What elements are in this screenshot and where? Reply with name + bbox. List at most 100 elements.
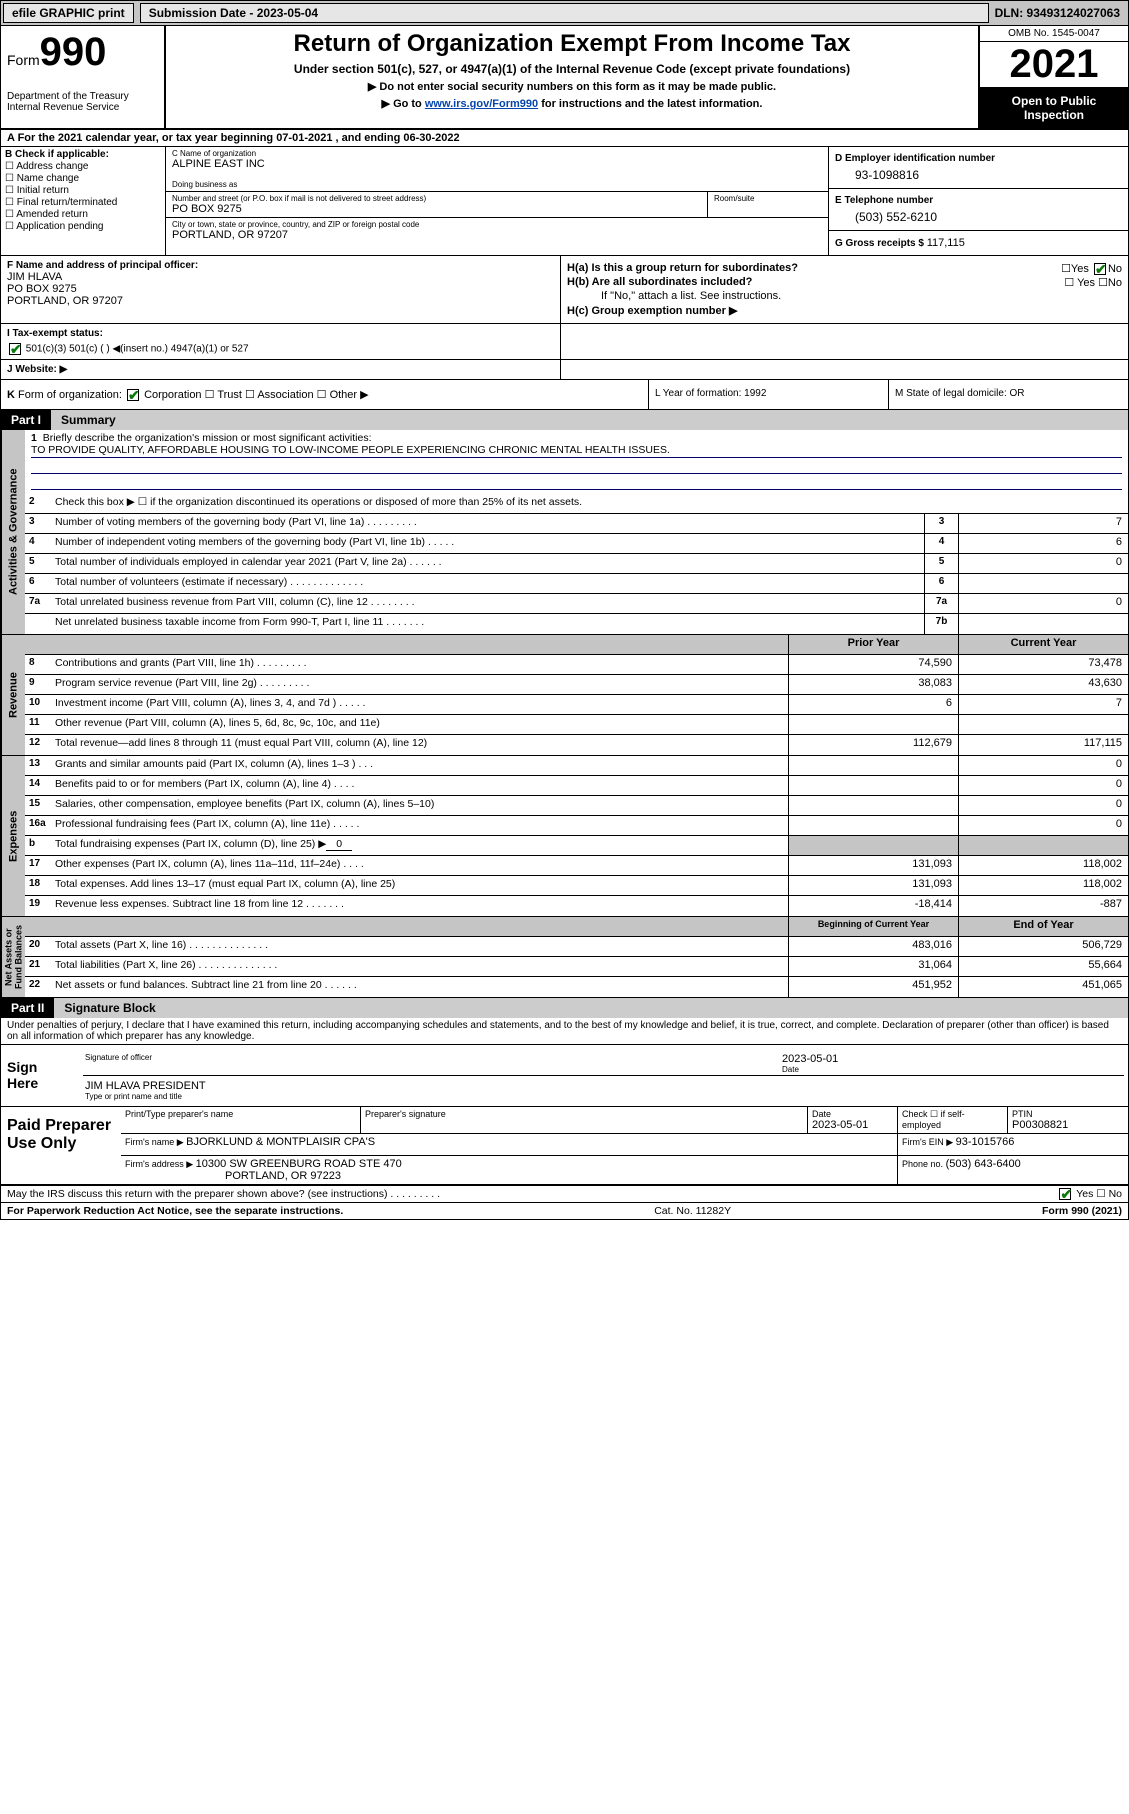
link-post: for instructions and the latest informat…: [538, 98, 762, 110]
line3: Number of voting members of the governin…: [51, 514, 924, 533]
form-num: 990: [40, 30, 107, 74]
col-b-checkboxes: B Check if applicable: ☐ Address change …: [1, 147, 166, 255]
line19: Revenue less expenses. Subtract line 18 …: [51, 896, 788, 916]
tel-label: E Telephone number: [835, 195, 1122, 206]
line1-label: Briefly describe the organization's miss…: [43, 432, 372, 444]
efile-print-button[interactable]: efile GRAPHIC print: [3, 3, 134, 23]
irs-discuss-answer: Yes ☐ No: [1057, 1188, 1122, 1200]
sig-name-label: Type or print name and title: [85, 1092, 1122, 1101]
mission-text: TO PROVIDE QUALITY, AFFORDABLE HOUSING T…: [31, 444, 1122, 458]
h-a: H(a) Is this a group return for subordin…: [567, 262, 1122, 274]
prep-h3: Date: [812, 1109, 831, 1119]
line5-value: 0: [958, 554, 1128, 573]
line9: Program service revenue (Part VIII, line…: [51, 675, 788, 694]
sig-date: 2023-05-01: [782, 1053, 1122, 1065]
line6-value: [958, 574, 1128, 593]
header-beginning: Beginning of Current Year: [788, 917, 958, 936]
officer-addr1: PO BOX 9275: [7, 283, 554, 295]
na-blank: [51, 917, 788, 936]
line3-value: 7: [958, 514, 1128, 533]
form-label: Form: [7, 52, 40, 68]
officer-name: JIM HLAVA: [7, 271, 554, 283]
sig-name: JIM HLAVA PRESIDENT: [85, 1080, 1122, 1092]
footer-right: Form 990 (2021): [1042, 1205, 1122, 1217]
line21: Total liabilities (Part X, line 26) . . …: [51, 957, 788, 976]
line16b-curr: [958, 836, 1128, 855]
prep-h1: Print/Type preparer's name: [121, 1107, 361, 1133]
form-subtitle: Under section 501(c), 527, or 4947(a)(1)…: [174, 62, 970, 76]
line16a: Professional fundraising fees (Part IX, …: [51, 816, 788, 835]
mission-blank: [31, 476, 1122, 490]
chk-label: Amended return: [16, 209, 88, 220]
line18-prior: 131,093: [788, 876, 958, 895]
ein-value: 93-1098816: [835, 168, 1122, 182]
line16b-prior: [788, 836, 958, 855]
line13: Grants and similar amounts paid (Part IX…: [51, 756, 788, 775]
line16a-prior: [788, 816, 958, 835]
form-warning: ▶ Do not enter social security numbers o…: [174, 80, 970, 93]
prep-ptin: P00308821: [1012, 1119, 1068, 1131]
line21-curr: 55,664: [958, 957, 1128, 976]
line22: Net assets or fund balances. Subtract li…: [51, 977, 788, 997]
chk-application-pending[interactable]: ☐ Application pending: [5, 221, 161, 232]
line11-prior: [788, 715, 958, 734]
header-prior: Prior Year: [788, 635, 958, 654]
part1-title: Summary: [51, 410, 1128, 430]
prep-h5: PTIN: [1012, 1109, 1033, 1119]
officer-label: F Name and address of principal officer:: [7, 260, 554, 271]
website-row: J Website: ▶: [1, 360, 561, 379]
irs-link[interactable]: www.irs.gov/Form990: [425, 98, 538, 110]
line13-prior: [788, 756, 958, 775]
line10-prior: 6: [788, 695, 958, 714]
signature-declaration: Under penalties of perjury, I declare th…: [1, 1018, 1128, 1045]
line11-curr: [958, 715, 1128, 734]
line18: Total expenses. Add lines 13–17 (must eq…: [51, 876, 788, 895]
line2: Check this box ▶ ☐ if the organization d…: [51, 494, 1128, 513]
irs-yes-checkbox[interactable]: [1059, 1188, 1071, 1200]
sidetab-governance: Activities & Governance: [1, 430, 25, 634]
inspection-badge: Open to Public Inspection: [980, 88, 1128, 128]
line14: Benefits paid to or for members (Part IX…: [51, 776, 788, 795]
org-name: ALPINE EAST INC: [172, 158, 822, 170]
chk-name-change[interactable]: ☐ Name change: [5, 173, 161, 184]
form-link-line: ▶ Go to www.irs.gov/Form990 for instruct…: [174, 97, 970, 110]
chk-initial-return[interactable]: ☐ Initial return: [5, 185, 161, 196]
year-formation: L Year of formation: 1992: [648, 380, 888, 409]
sidetab-netassets: Net Assets or Fund Balances: [1, 917, 25, 997]
line22-prior: 451,952: [788, 977, 958, 997]
501c3-checkbox[interactable]: [9, 343, 21, 355]
tax-exempt-opts: 501(c)(3) 501(c) ( ) ◀(insert no.) 4947(…: [7, 343, 554, 355]
omb-number: OMB No. 1545-0047: [980, 26, 1128, 42]
hb-text: H(b) Are all subordinates included?: [567, 276, 752, 288]
submission-date: Submission Date - 2023-05-04: [140, 3, 989, 23]
prep-date: 2023-05-01: [812, 1119, 868, 1131]
chk-address-change[interactable]: ☐ Address change: [5, 161, 161, 172]
paid-preparer-label: Paid Preparer Use Only: [1, 1107, 121, 1184]
line4-value: 6: [958, 534, 1128, 553]
line12-curr: 117,115: [958, 735, 1128, 755]
line20-curr: 506,729: [958, 937, 1128, 956]
firm-addr-label: Firm's address ▶: [125, 1159, 193, 1169]
j-label: J Website: ▶: [7, 364, 67, 375]
room-label: Room/suite: [708, 192, 828, 217]
line16b: Total fundraising expenses (Part IX, col…: [51, 836, 788, 855]
chk-final-return[interactable]: ☐ Final return/terminated: [5, 197, 161, 208]
tax-year: 2021: [980, 42, 1128, 88]
submission-date-label: Submission Date -: [149, 6, 257, 20]
chk-amended[interactable]: ☐ Amended return: [5, 209, 161, 220]
chk-label: Name change: [17, 173, 79, 184]
corp-checkbox[interactable]: [127, 389, 139, 401]
line20: Total assets (Part X, line 16) . . . . .…: [51, 937, 788, 956]
firm-ein-label: Firm's EIN ▶: [902, 1137, 953, 1147]
line19-prior: -18,414: [788, 896, 958, 916]
form-header: Form990 Department of the Treasury Inter…: [1, 26, 1128, 130]
top-toolbar: efile GRAPHIC print Submission Date - 20…: [0, 0, 1129, 26]
col-b-label: B Check if applicable:: [5, 149, 161, 160]
line6: Total number of volunteers (estimate if …: [51, 574, 924, 593]
ha-text: H(a) Is this a group return for subordin…: [567, 262, 798, 274]
ha-no-checkbox[interactable]: [1094, 263, 1106, 275]
line13-curr: 0: [958, 756, 1128, 775]
chk-label: Address change: [16, 161, 88, 172]
firm-phone: (503) 643-6400: [946, 1158, 1021, 1170]
rev-blank: [51, 635, 788, 654]
